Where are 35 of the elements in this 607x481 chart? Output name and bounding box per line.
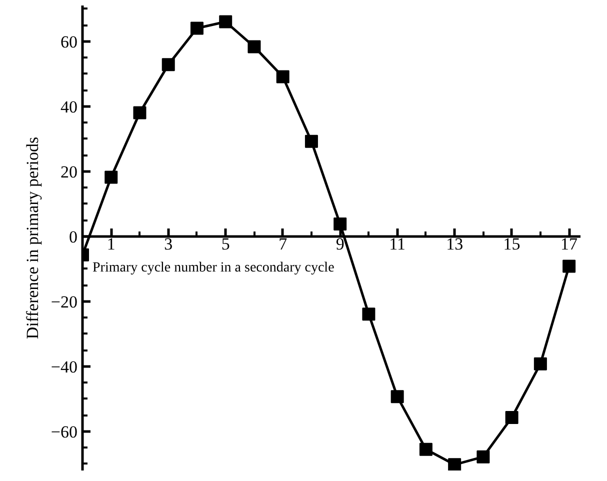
point (362, 308, 376, 321)
x-tick-label: 3 (164, 234, 173, 254)
point (505, 410, 518, 424)
point (190, 22, 204, 35)
x-tick-label: 13 (446, 234, 464, 254)
point (448, 458, 462, 470)
point (419, 442, 432, 456)
point (133, 106, 146, 120)
point (162, 58, 175, 72)
point (476, 450, 490, 464)
x-tick-label: 15 (503, 234, 520, 254)
y-tick-label: −20 (50, 292, 78, 312)
x-tick-label: 11 (389, 234, 406, 254)
point (219, 15, 232, 28)
x-tick-label: 1 (106, 234, 116, 254)
y-tick-label: 40 (60, 97, 78, 116)
point (304, 134, 318, 148)
y-axis-title: Difference in primary periods (22, 136, 42, 340)
x-tick-label: 9 (336, 234, 344, 254)
y-tick-label: −40 (50, 357, 78, 376)
x-tick-label: 7 (278, 234, 288, 254)
y-tick-label: 0 (69, 227, 78, 246)
x-axis-title: Primary cycle number in a secondary cycle (92, 260, 334, 276)
y-tick-label: 60 (60, 32, 78, 52)
y-tick-label: −60 (50, 422, 78, 442)
point (562, 260, 576, 273)
x-tick-label: 5 (221, 234, 230, 254)
point (276, 70, 290, 84)
point (248, 40, 261, 54)
y-tick-label: 20 (60, 162, 78, 182)
point (104, 170, 118, 184)
x-tick-label: 17 (560, 234, 578, 254)
point (334, 218, 347, 231)
point (534, 357, 547, 370)
point (390, 390, 404, 404)
